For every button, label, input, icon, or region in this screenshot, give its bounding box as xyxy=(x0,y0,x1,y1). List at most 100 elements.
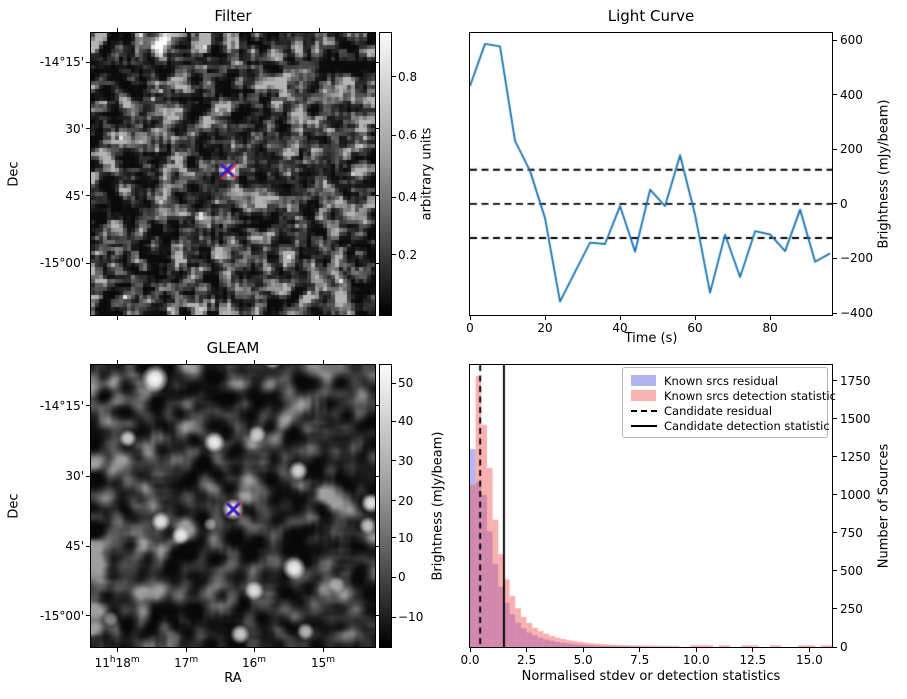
tick-mark xyxy=(253,360,255,364)
tick-mark xyxy=(116,316,118,320)
tick-mark xyxy=(833,418,837,420)
tick-label: 1500 xyxy=(840,411,871,426)
gleam-xlabel: RA xyxy=(224,671,242,686)
tick-mark xyxy=(322,360,324,364)
tick-mark xyxy=(392,76,396,78)
tick-mark xyxy=(833,312,837,314)
tick-mark xyxy=(833,257,837,259)
candidate-residual-swatch xyxy=(631,409,657,412)
tick-mark xyxy=(469,316,471,320)
tick-mark xyxy=(392,420,396,422)
gleam-colorbar xyxy=(379,364,392,648)
tick-label: 200 xyxy=(840,142,863,157)
tick-mark xyxy=(86,61,90,63)
tick-mark xyxy=(833,380,837,382)
tick-label: 10.0 xyxy=(682,653,710,667)
filter-heatmap-canvas xyxy=(91,33,375,315)
tick-label: 500 xyxy=(840,563,863,578)
tick-mark xyxy=(86,545,90,547)
tick-mark xyxy=(544,316,546,320)
tick-mark xyxy=(322,648,324,652)
tick-label: 0.6 xyxy=(398,128,418,143)
tick-mark xyxy=(392,460,396,462)
known-srcs-residual-swatch xyxy=(631,375,656,386)
tick-mark xyxy=(116,360,118,364)
tick-label: 40 xyxy=(612,321,628,335)
tick-mark xyxy=(808,648,810,652)
tick-label: 20 xyxy=(537,321,553,335)
tick-mark xyxy=(695,648,697,652)
gleam-ylabel: Dec xyxy=(6,493,22,519)
tick-mark xyxy=(376,615,380,617)
legend-row: Known srcs residual xyxy=(631,373,819,388)
known-srcs-detection-swatch xyxy=(631,390,656,401)
gleam-heatmap-canvas xyxy=(91,365,375,647)
tick-mark xyxy=(376,475,380,477)
legend-label: Known srcs detection statistic xyxy=(664,388,836,403)
filter-ylabel: Dec xyxy=(6,161,22,187)
legend-row: Candidate residual xyxy=(631,403,819,418)
legend-label: Candidate detection statistic xyxy=(664,418,830,433)
tick-label: 0 xyxy=(398,570,406,585)
histogram-legend: Known srcs residual Known srcs detection… xyxy=(622,367,836,438)
tick-label: −200 xyxy=(840,251,873,266)
tick-label: 1250 xyxy=(840,449,871,464)
tick-mark xyxy=(833,646,837,648)
tick-label: 0 xyxy=(840,196,848,211)
tick-mark xyxy=(86,615,90,617)
gleam-colorbar-label: Brightness (mJy/beam) xyxy=(430,431,446,581)
tick-label: −10 xyxy=(398,610,424,625)
filter-colorbar-gradient xyxy=(380,33,391,315)
tick-label: 750 xyxy=(840,525,863,540)
tick-mark xyxy=(376,61,380,63)
tick-label: 15.0 xyxy=(796,653,823,667)
tick-label: 400 xyxy=(840,87,863,102)
tick-label: 2.5 xyxy=(517,653,537,667)
tick-mark xyxy=(319,316,321,320)
tick-mark xyxy=(833,570,837,572)
tick-label: -14°15' xyxy=(39,55,84,70)
tick-label: 1000 xyxy=(840,487,871,502)
tick-mark xyxy=(376,405,380,407)
tick-mark xyxy=(392,616,396,618)
tick-mark xyxy=(639,648,641,652)
tick-mark xyxy=(116,28,118,32)
tick-label: 17m xyxy=(174,655,199,670)
light-curve-panel xyxy=(469,32,833,316)
filter-image-panel xyxy=(90,32,376,316)
tick-label: 11h18m xyxy=(94,655,140,670)
tick-mark xyxy=(392,196,396,198)
tick-label: 30' xyxy=(65,121,84,136)
histogram-xlabel: Normalised stdev or detection statistics xyxy=(521,669,781,684)
tick-mark xyxy=(184,28,186,32)
tick-mark xyxy=(619,316,621,320)
tick-mark xyxy=(392,576,396,578)
gleam-title: GLEAM xyxy=(206,339,260,357)
tick-mark xyxy=(376,262,380,264)
superscript: m xyxy=(257,655,267,665)
tick-mark xyxy=(833,148,837,150)
tick-mark xyxy=(185,648,187,652)
superscript: m xyxy=(189,655,199,665)
tick-mark xyxy=(833,39,837,41)
tick-label: 0.2 xyxy=(398,247,418,262)
filter-colorbar-label: arbitrary units xyxy=(419,127,435,221)
tick-mark xyxy=(833,94,837,96)
tick-mark xyxy=(86,475,90,477)
tick-label: 0.8 xyxy=(398,69,418,84)
tick-label: 15m xyxy=(310,655,336,670)
tick-mark xyxy=(251,316,253,320)
tick-mark xyxy=(833,608,837,610)
tick-mark xyxy=(253,648,255,652)
superscript: h xyxy=(109,655,116,665)
light-curve-xlabel: Time (s) xyxy=(624,331,678,346)
tick-mark xyxy=(526,648,528,652)
tick-mark xyxy=(392,382,396,384)
tick-mark xyxy=(185,360,187,364)
legend-label: Known srcs residual xyxy=(664,373,779,388)
tick-label: 30' xyxy=(65,469,84,484)
tick-mark xyxy=(376,195,380,197)
tick-mark xyxy=(392,537,396,539)
filter-colorbar xyxy=(379,32,392,316)
tick-mark xyxy=(184,316,186,320)
